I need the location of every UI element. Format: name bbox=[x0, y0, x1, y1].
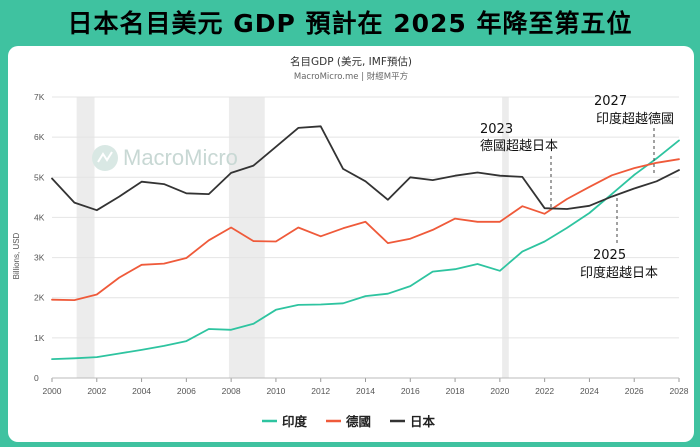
chart-subtitle: MacroMicro.me | 財經M平方 bbox=[294, 71, 408, 82]
watermark: MacroMicro bbox=[92, 145, 238, 171]
x-tick-label: 2008 bbox=[222, 386, 241, 396]
annotation-2025: 2025 印度超越日本 bbox=[580, 198, 658, 281]
y-tick-label: 7K bbox=[34, 92, 45, 102]
chart-card: MacroMicro 名目GDP (美元, IMF預估) MacroMicro.… bbox=[8, 46, 694, 442]
series-line-germany bbox=[51, 158, 680, 301]
watermark-logo-mark bbox=[97, 151, 113, 163]
annotation-2023-text: 德國超越日本 bbox=[480, 139, 558, 154]
y-tick-label: 1K bbox=[34, 333, 45, 343]
x-tick-label: 2024 bbox=[580, 386, 599, 396]
annotation-2027-year: 2027 bbox=[594, 94, 627, 109]
x-tick-label: 2004 bbox=[132, 386, 151, 396]
x-tick-label: 2012 bbox=[311, 386, 330, 396]
legend-label-india: 印度 bbox=[282, 414, 308, 429]
y-tick-label: 4K bbox=[34, 212, 45, 222]
shaded-period-2 bbox=[502, 97, 509, 378]
x-tick-label: 2026 bbox=[625, 386, 644, 396]
x-tick-labels: 2000 2002 2004 2006 2008 2010 2012 2014 2016 2018… bbox=[43, 377, 689, 396]
y-tick-label: 6K bbox=[34, 132, 45, 142]
y-tick-label: 3K bbox=[34, 253, 45, 263]
legend: 印度 德國 日本 bbox=[262, 414, 436, 429]
annotation-2027: 2027 印度超越德國 bbox=[594, 94, 674, 174]
x-tick-label: 2006 bbox=[177, 386, 196, 396]
y-axis-label: Billions, USD bbox=[12, 232, 21, 279]
x-tick-label: 2010 bbox=[266, 386, 285, 396]
y-tick-labels: 0 1K 2K 3K 4K 5K 6K 7K bbox=[34, 92, 45, 383]
annotation-2025-year: 2025 bbox=[593, 248, 626, 263]
x-tick-label: 2028 bbox=[670, 386, 689, 396]
x-tick-label: 2022 bbox=[535, 386, 554, 396]
annotation-2023: 2023 德國超越日本 bbox=[480, 122, 558, 207]
x-tick-label: 2016 bbox=[401, 386, 420, 396]
y-tick-label: 2K bbox=[34, 293, 45, 303]
shaded-periods bbox=[76, 97, 509, 378]
watermark-text: MacroMicro bbox=[123, 145, 238, 170]
legend-label-germany: 德國 bbox=[346, 414, 371, 429]
legend-item-germany[interactable]: 德國 bbox=[326, 414, 371, 429]
legend-item-japan[interactable]: 日本 bbox=[390, 414, 436, 429]
grid-lines bbox=[52, 96, 679, 379]
annotation-2027-text: 印度超越德國 bbox=[596, 111, 674, 127]
banner-title: 日本名目美元 GDP 預計在 2025 年降至第五位 bbox=[67, 9, 633, 38]
x-tick-label: 2000 bbox=[43, 386, 62, 396]
shaded-period-0 bbox=[76, 97, 95, 378]
x-tick-label: 2018 bbox=[446, 386, 465, 396]
y-tick-label: 0 bbox=[34, 373, 39, 383]
x-tick-label: 2020 bbox=[490, 386, 509, 396]
legend-label-japan: 日本 bbox=[410, 414, 436, 429]
gdp-line-chart: MacroMicro 名目GDP (美元, IMF預估) MacroMicro.… bbox=[12, 55, 689, 429]
legend-item-india[interactable]: 印度 bbox=[262, 414, 308, 429]
x-tick-label: 2002 bbox=[87, 386, 106, 396]
banner: 日本名目美元 GDP 預計在 2025 年降至第五位 bbox=[0, 0, 700, 44]
series-line-japan bbox=[51, 125, 680, 212]
series-lines bbox=[51, 125, 680, 360]
series-line-india bbox=[51, 139, 680, 360]
x-tick-label: 2014 bbox=[356, 386, 375, 396]
y-tick-label: 5K bbox=[34, 172, 45, 182]
annotation-2023-year: 2023 bbox=[480, 122, 513, 137]
chart-title: 名目GDP (美元, IMF預估) bbox=[290, 55, 412, 68]
annotation-2025-text: 印度超越日本 bbox=[580, 265, 658, 281]
